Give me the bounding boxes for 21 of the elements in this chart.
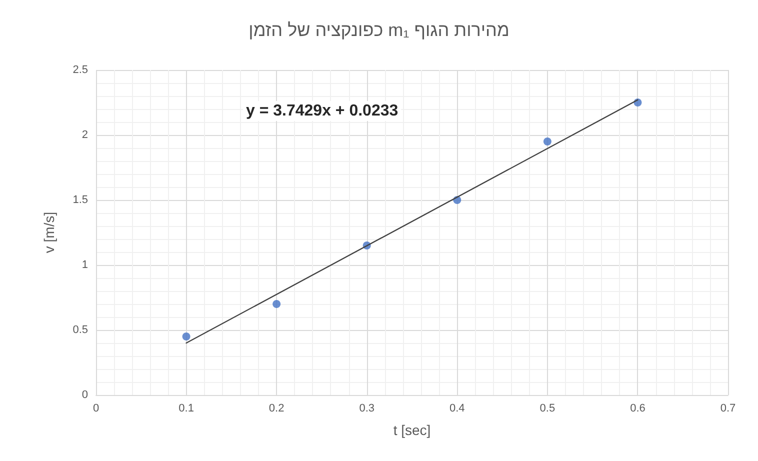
chart-title: מהירות הגוף m₁ כפונקציה של הזמן bbox=[248, 20, 510, 41]
x-tick-label: 0.6 bbox=[630, 402, 646, 414]
x-tick-label: 0.5 bbox=[540, 402, 556, 414]
y-tick-label: 1 bbox=[82, 259, 88, 271]
annotation: y = 3.7429x + 0.0233 bbox=[246, 102, 398, 120]
point bbox=[272, 300, 281, 308]
y-tick-label: 0 bbox=[82, 389, 88, 401]
y-tick-label: 2.5 bbox=[72, 64, 88, 76]
y-tick-label: 1.5 bbox=[72, 194, 88, 206]
point bbox=[543, 138, 552, 146]
y-tick-label: 2 bbox=[82, 129, 88, 141]
x-axis-title: t [sec] bbox=[393, 422, 431, 438]
x-tick-label: 0.1 bbox=[178, 402, 194, 414]
x-tick-label: 0.4 bbox=[449, 402, 465, 414]
y-tick-label: 0.5 bbox=[72, 324, 88, 336]
x-tick-label: 0 bbox=[92, 402, 100, 414]
x-tick-label: 0.2 bbox=[268, 402, 284, 414]
x-tick-label: 0.7 bbox=[720, 402, 736, 414]
y-axis-title: v [m/s] bbox=[41, 212, 57, 254]
point bbox=[182, 332, 190, 340]
x-tick-label: 0.3 bbox=[359, 402, 375, 414]
